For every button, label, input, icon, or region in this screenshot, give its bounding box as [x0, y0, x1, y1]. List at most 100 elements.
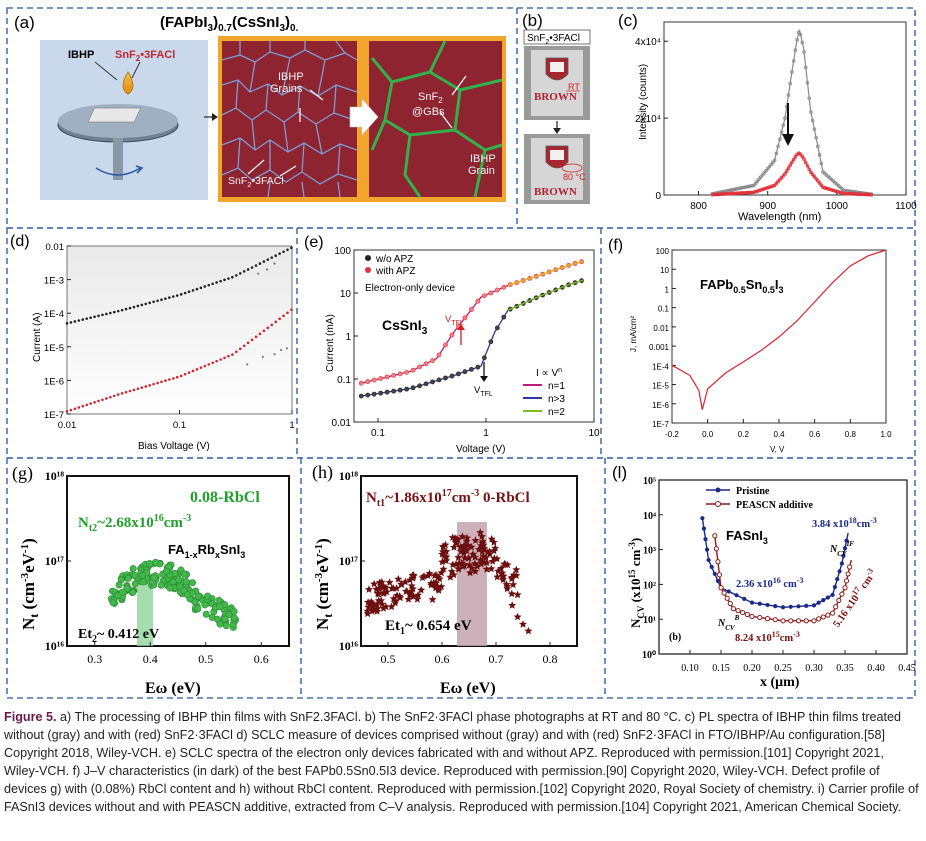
f-ytick-label: 10	[660, 266, 669, 275]
i-point	[843, 578, 850, 584]
c-point	[819, 161, 824, 166]
h-point	[430, 571, 439, 580]
d-point	[215, 359, 218, 363]
g-point	[180, 570, 188, 578]
i-point	[726, 589, 731, 594]
e-legend-with: with APZ	[375, 266, 415, 277]
i-ann-nif: NCVIF	[829, 540, 854, 558]
c-point	[762, 171, 767, 175]
h-point	[439, 542, 448, 550]
d-point	[120, 308, 124, 312]
i-point	[830, 610, 836, 616]
i-point	[780, 618, 786, 624]
i-point	[744, 611, 750, 618]
f-ytick-label: 1E-5	[652, 382, 669, 391]
f-ytick-label: 1E-6	[652, 401, 669, 410]
c-ytick-label: 2x10⁴	[635, 114, 661, 125]
c-point	[791, 59, 796, 63]
d-point	[97, 399, 100, 403]
h-xtick-label: 0.6	[435, 652, 450, 666]
h-point	[464, 553, 473, 562]
c-point	[838, 190, 843, 195]
c-point	[776, 144, 780, 149]
h-point	[479, 552, 488, 560]
g-point	[230, 607, 238, 615]
i-legend-peascn: PEASCN additive	[736, 500, 814, 511]
d-point	[172, 295, 175, 298]
e-point	[443, 375, 448, 381]
c-point	[764, 169, 768, 173]
c-point	[765, 185, 770, 190]
i-point	[749, 613, 755, 620]
c-point	[720, 192, 725, 196]
d-point	[81, 318, 85, 321]
temp-label: 80 °C	[563, 172, 586, 182]
c-point	[752, 190, 756, 195]
c-point	[812, 127, 817, 132]
h-point	[487, 534, 496, 543]
c-point	[738, 186, 742, 191]
i-point	[727, 600, 733, 607]
c-point	[719, 192, 723, 196]
d-point	[242, 270, 246, 273]
d-ytick-label: 1E-7	[44, 410, 64, 421]
h-point	[405, 575, 414, 584]
d-point	[265, 268, 269, 271]
d-point	[187, 371, 191, 374]
g-point	[157, 581, 165, 589]
d-point	[89, 402, 92, 405]
d-point	[250, 266, 254, 269]
g-xtick-label: 0.6	[254, 652, 269, 666]
i-point	[749, 600, 755, 605]
h-point	[460, 553, 469, 562]
h-point	[438, 547, 447, 556]
c-point	[727, 191, 732, 196]
e-point	[462, 369, 468, 375]
h-point	[435, 574, 444, 583]
d-point	[270, 323, 274, 327]
d-point	[164, 379, 167, 382]
grains-label: IBHP Grains	[270, 71, 304, 95]
c-xlabel: Wavelength (nm)	[738, 211, 821, 223]
e-point	[404, 369, 409, 375]
d-point	[195, 287, 199, 291]
c-point	[852, 190, 856, 194]
c-point	[817, 181, 822, 185]
e-point	[488, 339, 494, 345]
e-point	[397, 371, 403, 377]
h-point	[409, 592, 418, 600]
c-point	[781, 173, 786, 178]
d-point	[152, 300, 155, 304]
i-xtick-label: 0.20	[743, 663, 761, 674]
e-point	[475, 364, 481, 370]
d-point	[227, 354, 230, 358]
c-point	[812, 174, 817, 179]
c-point	[798, 152, 803, 156]
d-point	[250, 338, 254, 342]
e-ylabel: Current (mA)	[325, 314, 336, 372]
i-point	[757, 601, 762, 606]
gbs-label: SnF2 @GBs	[412, 91, 445, 118]
g-et: Et2~ 0.412 eV	[78, 627, 159, 645]
i-point	[742, 596, 747, 601]
i-point	[709, 564, 714, 570]
c-point	[786, 93, 791, 97]
c-point	[866, 192, 870, 197]
fit-n1: n=1	[548, 381, 565, 392]
h-point	[497, 564, 506, 572]
h-point	[508, 601, 517, 609]
e-xtick-label: 10	[588, 428, 600, 439]
figure-caption: Figure 5. a) The processing of IBHP thin…	[4, 708, 922, 816]
c-point	[821, 185, 825, 190]
h-point	[493, 572, 502, 581]
c-point	[859, 192, 863, 197]
g-xtick-label: 0.4	[143, 652, 158, 666]
c-point	[722, 192, 727, 196]
c-point	[778, 177, 782, 182]
h-point	[382, 583, 390, 592]
panel-d: (d) 0.01 0.1 1 1E-7 1E-6 1E-5 1E-4 1E-3 0.01 Cur…	[10, 233, 295, 452]
h-point	[458, 532, 467, 541]
i-point	[757, 614, 763, 621]
c-point	[736, 186, 741, 191]
i-ylabel: NCV (x1015 cm-3)	[627, 538, 646, 628]
